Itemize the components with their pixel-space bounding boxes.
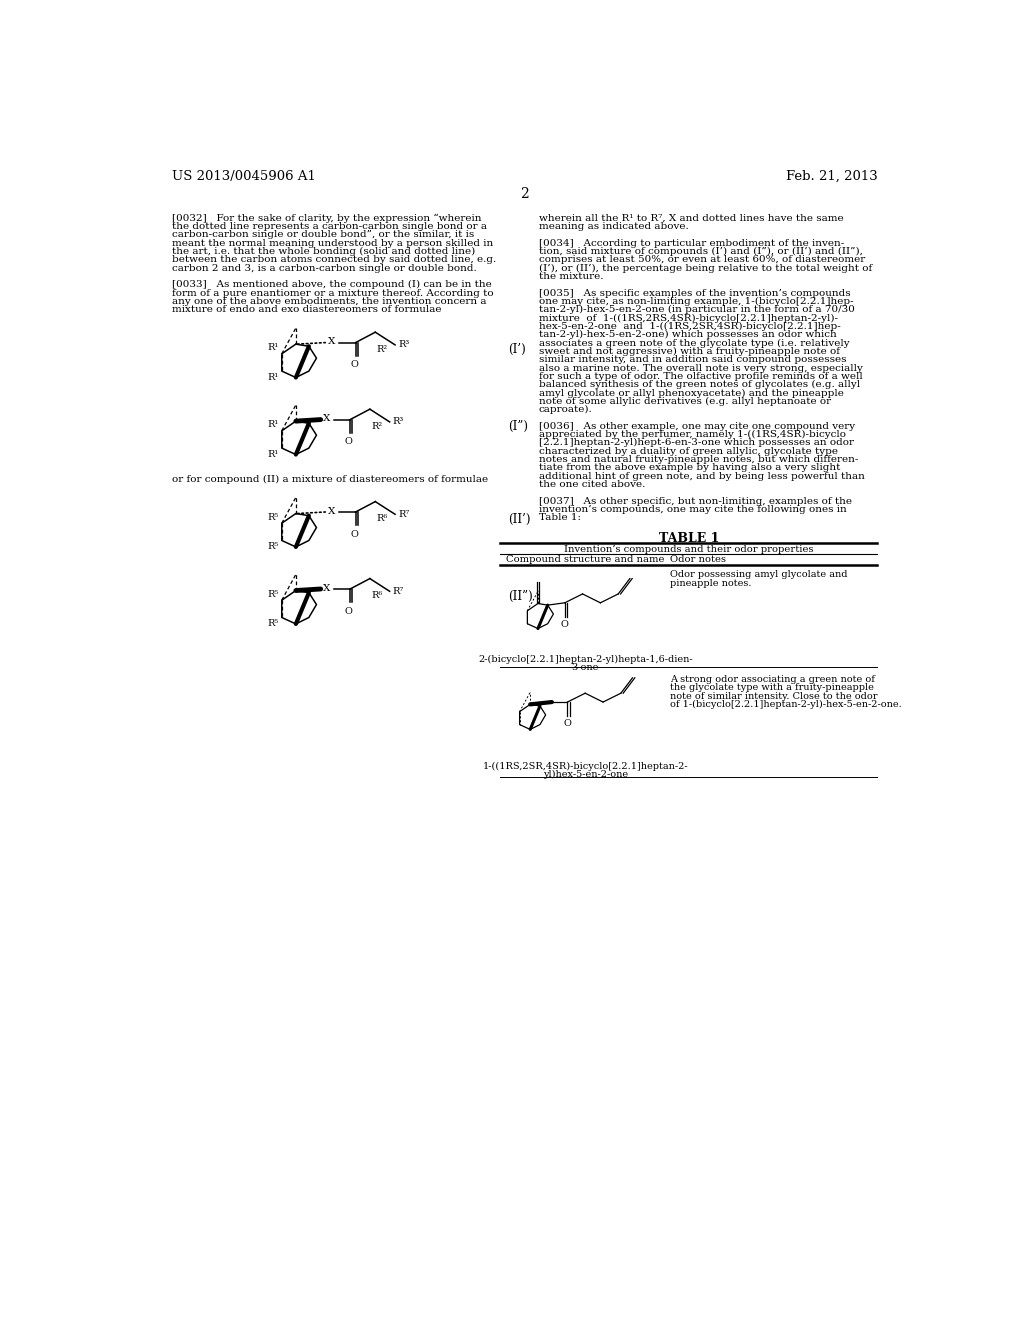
- Text: appreciated by the perfumer, namely 1-((1RS,4SR)-bicyclo: appreciated by the perfumer, namely 1-((…: [539, 430, 846, 440]
- Text: R⁷: R⁷: [393, 587, 404, 595]
- Text: O: O: [345, 607, 352, 615]
- Text: [0035]   As specific examples of the invention’s compounds: [0035] As specific examples of the inven…: [539, 289, 850, 298]
- Text: 1-((1RS,2SR,4SR)-bicyclo[2.2.1]heptan-2-: 1-((1RS,2SR,4SR)-bicyclo[2.2.1]heptan-2-: [482, 762, 688, 771]
- Text: note of similar intensity. Close to the odor: note of similar intensity. Close to the …: [671, 692, 878, 701]
- Text: O: O: [345, 437, 352, 446]
- Text: [0037]   As other specific, but non-limiting, examples of the: [0037] As other specific, but non-limiti…: [539, 496, 852, 506]
- Text: R⁷: R⁷: [398, 510, 410, 519]
- Text: similar intensity, and in addition said compound possesses: similar intensity, and in addition said …: [539, 355, 846, 364]
- Text: tan-2-yl)-hex-5-en-2-one) which possesses an odor which: tan-2-yl)-hex-5-en-2-one) which possesse…: [539, 330, 837, 339]
- Text: characterized by a duality of green allylic, glycolate type: characterized by a duality of green ally…: [539, 446, 838, 455]
- Text: notes and natural fruity-pineapple notes, but which differen-: notes and natural fruity-pineapple notes…: [539, 455, 858, 465]
- Text: the art, i.e. that the whole bonding (solid and dotted line): the art, i.e. that the whole bonding (so…: [172, 247, 475, 256]
- Text: R¹: R¹: [267, 420, 279, 429]
- Text: caproate).: caproate).: [539, 405, 593, 414]
- Text: (I”): (I”): [508, 420, 527, 433]
- Text: tan-2-yl)-hex-5-en-2-one (in particular in the form of a 70/30: tan-2-yl)-hex-5-en-2-one (in particular …: [539, 305, 855, 314]
- Text: Feb. 21, 2013: Feb. 21, 2013: [785, 170, 878, 183]
- Text: amyl glycolate or allyl phenoxyacetate) and the pineapple: amyl glycolate or allyl phenoxyacetate) …: [539, 388, 844, 397]
- Text: X: X: [329, 507, 336, 516]
- Text: [0032]   For the sake of clarity, by the expression “wherein: [0032] For the sake of clarity, by the e…: [172, 214, 481, 223]
- Text: tion, said mixture of compounds (I’) and (I”), or (II’) and (II”),: tion, said mixture of compounds (I’) and…: [539, 247, 862, 256]
- Text: Table 1:: Table 1:: [539, 513, 581, 523]
- Text: R⁵: R⁵: [267, 619, 279, 628]
- Text: 3-one: 3-one: [571, 663, 599, 672]
- Text: the dotted line represents a carbon-carbon single bond or a: the dotted line represents a carbon-carb…: [172, 222, 487, 231]
- Text: Compound structure and name: Compound structure and name: [506, 556, 665, 565]
- Text: A strong odor associating a green note of: A strong odor associating a green note o…: [671, 675, 876, 684]
- Text: R³: R³: [393, 417, 404, 426]
- Text: O: O: [350, 529, 358, 539]
- Text: 2: 2: [520, 187, 529, 201]
- Text: (I’): (I’): [508, 343, 525, 356]
- Text: associates a green note of the glycolate type (i.e. relatively: associates a green note of the glycolate…: [539, 338, 849, 347]
- Text: [2.2.1]heptan-2-yl)hept-6-en-3-one which possesses an odor: [2.2.1]heptan-2-yl)hept-6-en-3-one which…: [539, 438, 854, 447]
- Text: Invention’s compounds and their odor properties: Invention’s compounds and their odor pro…: [564, 545, 813, 553]
- Text: or for compound (II) a mixture of diastereomers of formulae: or for compound (II) a mixture of diaste…: [172, 475, 488, 484]
- Text: note of some allylic derivatives (e.g. allyl heptanoate or: note of some allylic derivatives (e.g. a…: [539, 397, 830, 407]
- Text: balanced synthesis of the green notes of glycolates (e.g. allyl: balanced synthesis of the green notes of…: [539, 380, 860, 389]
- Text: comprises at least 50%, or even at least 60%, of diastereomer: comprises at least 50%, or even at least…: [539, 255, 865, 264]
- Text: R⁶: R⁶: [377, 513, 388, 523]
- Text: R⁶: R⁶: [372, 591, 383, 599]
- Text: (II”): (II”): [508, 590, 532, 603]
- Text: carbon-carbon single or double bond”, or the similar, it is: carbon-carbon single or double bond”, or…: [172, 231, 474, 239]
- Text: yl)hex-5-en-2-one: yl)hex-5-en-2-one: [543, 771, 628, 779]
- Text: of 1-(bicyclo[2.2.1]heptan-2-yl)-hex-5-en-2-one.: of 1-(bicyclo[2.2.1]heptan-2-yl)-hex-5-e…: [671, 700, 902, 709]
- Text: O: O: [350, 360, 358, 370]
- Text: R⁵: R⁵: [267, 590, 279, 599]
- Text: mixture  of  1-((1RS,2RS,4SR)-bicyclo[2.2.1]heptan-2-yl)-: mixture of 1-((1RS,2RS,4SR)-bicyclo[2.2.…: [539, 314, 838, 323]
- Text: between the carbon atoms connected by said dotted line, e.g.: between the carbon atoms connected by sa…: [172, 255, 497, 264]
- Text: O: O: [561, 620, 568, 628]
- Text: for such a type of odor. The olfactive profile reminds of a well: for such a type of odor. The olfactive p…: [539, 372, 862, 381]
- Text: R³: R³: [398, 341, 410, 350]
- Text: [0036]   As other example, one may cite one compound very: [0036] As other example, one may cite on…: [539, 421, 855, 430]
- Text: pineapple notes.: pineapple notes.: [671, 579, 752, 589]
- Text: TABLE 1: TABLE 1: [658, 532, 719, 545]
- Text: [0034]   According to particular embodiment of the inven-: [0034] According to particular embodimen…: [539, 239, 844, 248]
- Text: tiate from the above example by having also a very slight: tiate from the above example by having a…: [539, 463, 840, 473]
- Text: R¹: R¹: [267, 372, 279, 381]
- Text: the glycolate type with a fruity-pineapple: the glycolate type with a fruity-pineapp…: [671, 684, 874, 692]
- Text: (II’): (II’): [508, 512, 530, 525]
- Text: meant the normal meaning understood by a person skilled in: meant the normal meaning understood by a…: [172, 239, 494, 248]
- Text: one may cite, as non-limiting example, 1-(bicyclo[2.2.1]hep-: one may cite, as non-limiting example, 1…: [539, 297, 853, 306]
- Text: R⁵: R⁵: [267, 543, 279, 550]
- Text: the one cited above.: the one cited above.: [539, 480, 645, 488]
- Text: form of a pure enantiomer or a mixture thereof. According to: form of a pure enantiomer or a mixture t…: [172, 289, 494, 298]
- Text: US 2013/0045906 A1: US 2013/0045906 A1: [172, 170, 316, 183]
- Text: R¹: R¹: [267, 343, 279, 352]
- Text: X: X: [323, 583, 331, 593]
- Text: any one of the above embodiments, the invention concern a: any one of the above embodiments, the in…: [172, 297, 486, 306]
- Text: (I’), or (II’), the percentage being relative to the total weight of: (I’), or (II’), the percentage being rel…: [539, 264, 872, 273]
- Text: O: O: [563, 719, 571, 729]
- Text: R¹: R¹: [267, 450, 279, 458]
- Text: wherein all the R¹ to R⁷, X and dotted lines have the same: wherein all the R¹ to R⁷, X and dotted l…: [539, 214, 844, 223]
- Text: meaning as indicated above.: meaning as indicated above.: [539, 222, 688, 231]
- Text: mixture of endo and exo diastereomers of formulae: mixture of endo and exo diastereomers of…: [172, 305, 441, 314]
- Text: also a marine note. The overall note is very strong, especially: also a marine note. The overall note is …: [539, 363, 862, 372]
- Text: Odor possessing amyl glycolate and: Odor possessing amyl glycolate and: [671, 570, 848, 579]
- Text: X: X: [329, 338, 336, 346]
- Text: X: X: [323, 414, 331, 424]
- Text: hex-5-en-2-one  and  1-((1RS,2SR,4SR)-bicyclo[2.2.1]hep-: hex-5-en-2-one and 1-((1RS,2SR,4SR)-bicy…: [539, 322, 841, 331]
- Text: Odor notes: Odor notes: [671, 556, 726, 565]
- Text: additional hint of green note, and by being less powerful than: additional hint of green note, and by be…: [539, 471, 864, 480]
- Text: R²: R²: [372, 421, 383, 430]
- Text: [0033]   As mentioned above, the compound (I) can be in the: [0033] As mentioned above, the compound …: [172, 280, 492, 289]
- Text: the mixture.: the mixture.: [539, 272, 603, 281]
- Text: R²: R²: [377, 345, 388, 354]
- Text: invention’s compounds, one may cite the following ones in: invention’s compounds, one may cite the …: [539, 504, 847, 513]
- Text: carbon 2 and 3, is a carbon-carbon single or double bond.: carbon 2 and 3, is a carbon-carbon singl…: [172, 264, 477, 273]
- Text: 2-(bicyclo[2.2.1]heptan-2-yl)hepta-1,6-dien-: 2-(bicyclo[2.2.1]heptan-2-yl)hepta-1,6-d…: [478, 655, 692, 664]
- Text: R⁵: R⁵: [267, 512, 279, 521]
- Text: sweet and not aggressive) with a fruity-pineapple note of: sweet and not aggressive) with a fruity-…: [539, 347, 840, 356]
